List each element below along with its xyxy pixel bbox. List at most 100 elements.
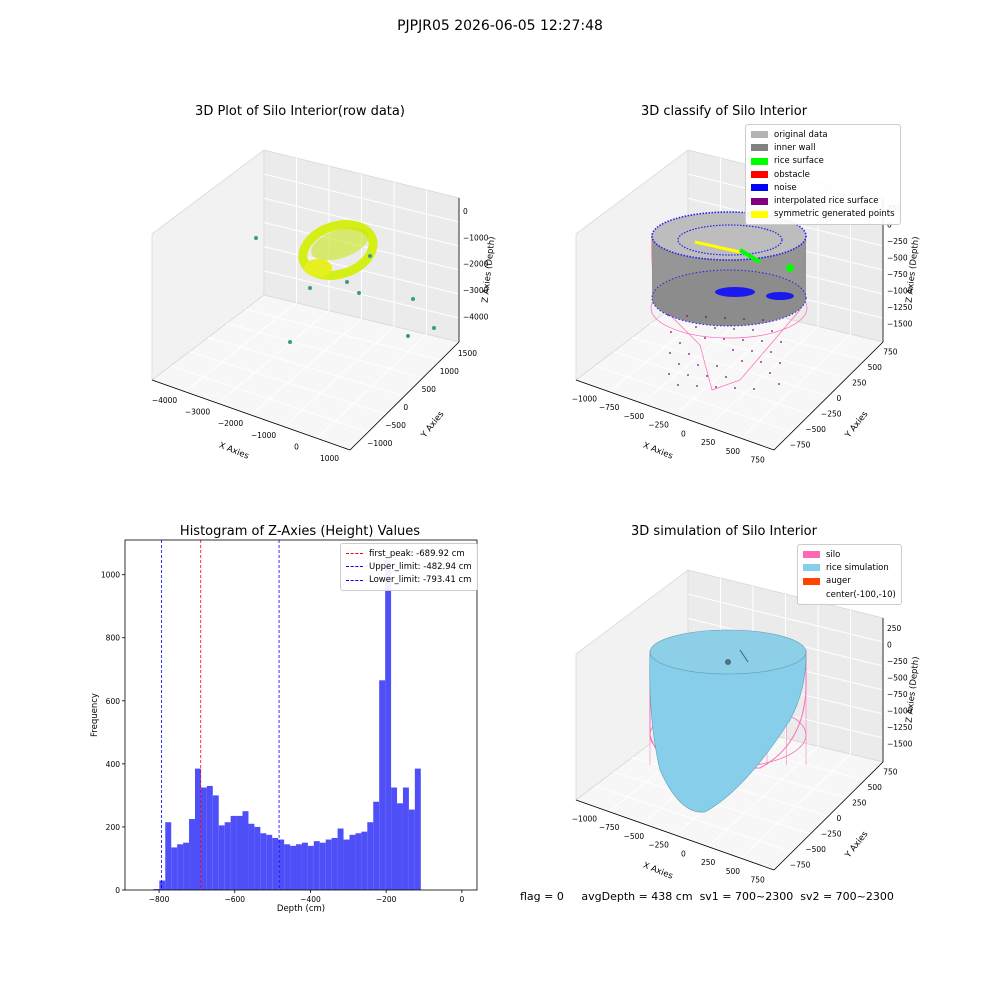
panel2-symmetric-points xyxy=(694,240,741,254)
histogram-bar xyxy=(379,680,386,890)
panel2-y-tick: −750 xyxy=(790,440,811,449)
panel1-y-tick: 1500 xyxy=(458,349,477,358)
histogram-bar xyxy=(361,831,368,890)
panel2-interpolated-point xyxy=(724,317,726,319)
panel1-y-axis-line xyxy=(349,341,460,451)
panel1-y-tick: −1000 xyxy=(367,439,393,448)
panel1-outlier-point xyxy=(254,236,258,240)
panel4-y-tick: 500 xyxy=(868,783,883,792)
histogram-bar xyxy=(373,801,380,890)
panel4-y-axis-line xyxy=(773,761,884,871)
histogram-bar xyxy=(307,845,314,890)
panel1-x-tick: −1000 xyxy=(251,431,277,440)
panel1-z-label: Z Axies (Depth) xyxy=(481,236,498,303)
histogram-bar xyxy=(296,844,302,890)
histogram-bar xyxy=(248,823,255,890)
panel2-x-tick: 250 xyxy=(701,438,716,447)
panel1-outlier-point xyxy=(411,297,415,301)
legend-label: original data xyxy=(774,129,828,140)
panel2-interpolated-point xyxy=(732,349,734,351)
panel1-x-axis-line xyxy=(151,379,351,451)
legend-entry: auger xyxy=(803,575,896,588)
panel2-interpolated-point xyxy=(734,387,736,389)
histogram-bar xyxy=(165,822,172,890)
panel2-noise-cluster xyxy=(715,287,755,297)
legend-label: Upper_limit: -482.94 cm xyxy=(369,561,472,572)
panel2-interpolated-point xyxy=(741,360,743,362)
panel2-x-axis-line xyxy=(575,379,775,451)
histogram-bar xyxy=(349,834,356,890)
sv2-text: sv2 = 700~2300 xyxy=(800,890,894,903)
panel4-y-tick: 250 xyxy=(852,799,867,808)
histogram-bar xyxy=(183,842,190,890)
panel2-interpolated-point xyxy=(670,331,672,333)
flag-text: flag = 0 xyxy=(520,890,564,903)
histogram-bar xyxy=(212,795,219,890)
panel1-outlier-point xyxy=(288,340,292,344)
panel2-x-tick: −1000 xyxy=(572,394,598,403)
panel2-interpolated-point xyxy=(760,361,762,363)
panel1-outlier-point xyxy=(308,286,312,290)
panel2-interpolated-point xyxy=(762,319,764,321)
panel4-y-tick: 750 xyxy=(883,768,898,777)
panel2-interpolated-point xyxy=(695,326,697,328)
panel4-auger xyxy=(739,649,749,663)
panel2-y-tick: 750 xyxy=(883,348,898,357)
panel2-z-tick: −750 xyxy=(887,270,908,279)
panel2-interpolated-point xyxy=(780,341,782,343)
panel2-interpolated-point xyxy=(733,328,735,330)
histogram-y-tick: 600 xyxy=(106,697,121,706)
histogram-bar xyxy=(331,837,338,890)
panel4-x-tick: 500 xyxy=(726,867,741,876)
panel1-y-tick: 500 xyxy=(422,385,437,394)
legend-label: rice surface xyxy=(774,156,824,167)
legend-entry: interpolated rice surface xyxy=(751,194,895,207)
panel2-interpolated-point xyxy=(753,388,755,390)
panel4-z-tick: −1500 xyxy=(887,739,913,748)
legend-entry: inner wall xyxy=(751,141,895,154)
panel2-y-tick: −500 xyxy=(805,425,826,434)
panel4-z-tick: −750 xyxy=(887,690,908,699)
legend-swatch xyxy=(803,577,820,585)
panel4-center-marker xyxy=(725,659,731,665)
histogram-bar xyxy=(200,787,207,890)
panel1-grid xyxy=(263,270,460,319)
panel3-title: Histogram of Z-Axies (Height) Values xyxy=(179,524,421,539)
panel2-interpolated-point xyxy=(678,363,680,365)
panel4-title: 3D simulation of Silo Interior xyxy=(631,524,817,539)
legend-swatch xyxy=(751,171,768,179)
panel4-x-label: X Axies xyxy=(641,861,674,882)
panel4-y-tick: −750 xyxy=(790,860,811,869)
legend-swatch xyxy=(803,551,820,559)
panel2-interpolated-point xyxy=(705,316,707,318)
legend-entry: silo xyxy=(803,548,896,561)
footer-stats: flag = 0 avgDepth = 438 cm sv1 = 700~230… xyxy=(520,890,894,903)
panel4-x-tick: −750 xyxy=(599,823,620,832)
panel2-interpolated-point xyxy=(779,362,781,364)
legend-swatch xyxy=(803,564,820,572)
panel1-x-tick: −4000 xyxy=(152,396,178,405)
panel2-y-tick: 250 xyxy=(852,379,867,388)
panel1-surface-lower xyxy=(304,259,332,277)
panel2-z-tick: −250 xyxy=(887,237,908,246)
histogram-bar xyxy=(272,837,279,890)
legend-swatch xyxy=(751,157,768,165)
histogram-bar xyxy=(301,842,308,890)
panel2-interpolated-point xyxy=(716,365,718,367)
legend-entry: center(-100,-10) xyxy=(803,588,896,601)
panel2-x-tick: −250 xyxy=(648,421,669,430)
panel2-z-label: Z Axies (Depth) xyxy=(905,236,922,303)
histogram-bar xyxy=(355,833,362,890)
panel2-interpolated-point xyxy=(752,329,754,331)
panel2-interpolated-point xyxy=(769,372,771,374)
legend-entry: rice surface xyxy=(751,155,895,168)
panel2-interpolated-point xyxy=(704,337,706,339)
panel1-outlier-point xyxy=(368,254,372,258)
histogram-bar xyxy=(177,844,184,890)
panel2-interpolated-point xyxy=(751,350,753,352)
panel1-x-tick: 1000 xyxy=(320,454,339,463)
histogram-bar xyxy=(254,826,261,890)
panel4-legend: silo rice simulation auger center(-100,-10) xyxy=(797,544,902,606)
panel4-y-label: Y Axies xyxy=(843,829,871,861)
histogram-x-tick: −800 xyxy=(149,895,170,904)
